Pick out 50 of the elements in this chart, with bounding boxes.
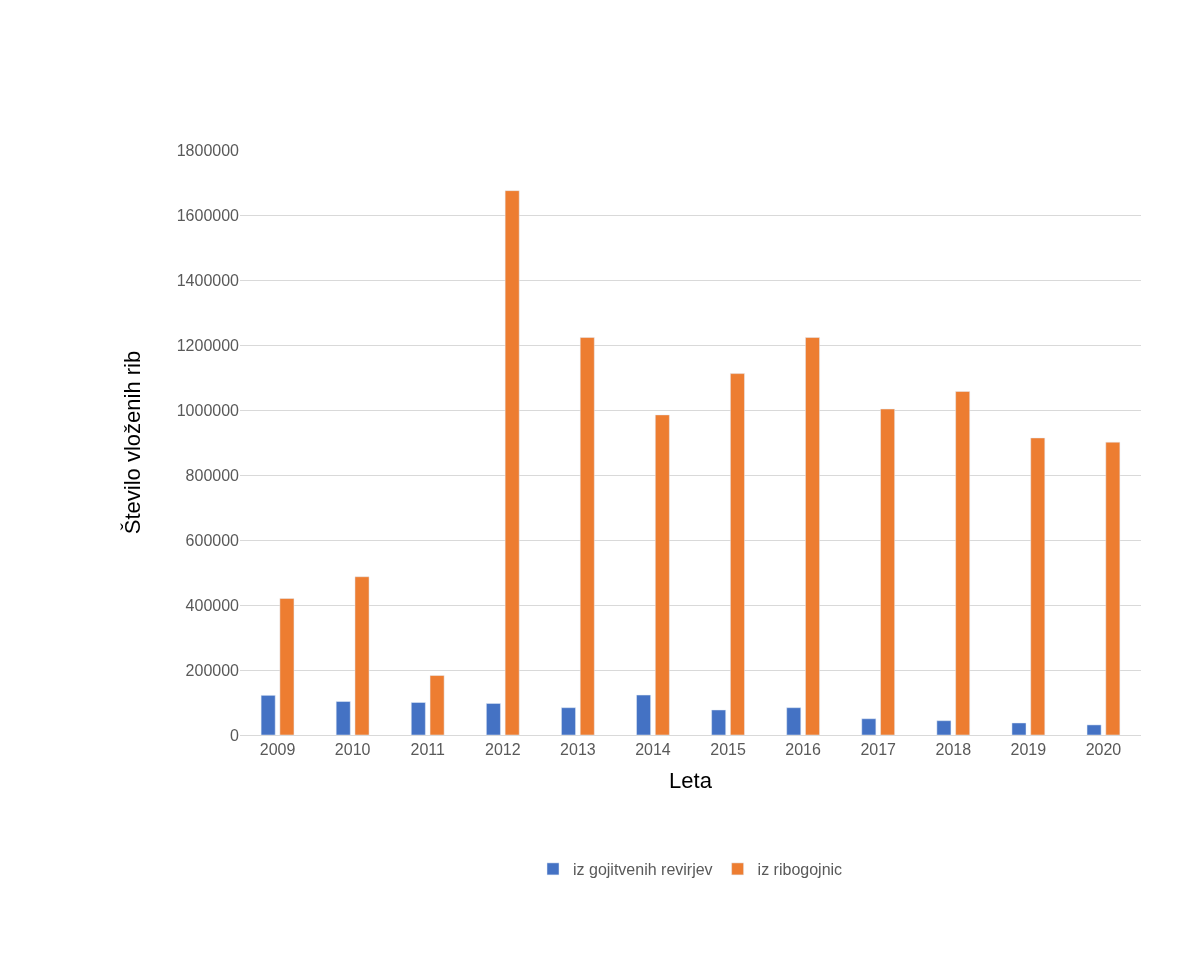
- x-tick-label: 2018: [935, 741, 972, 759]
- x-axis-title: Leta: [669, 768, 713, 794]
- y-tick-label: 1400000: [176, 271, 240, 289]
- y-axis-title: Število vloženih rib: [119, 350, 145, 535]
- y-tick-label: 1200000: [176, 336, 240, 354]
- bar: [636, 694, 651, 735]
- x-tick-label: 2015: [710, 741, 746, 759]
- x-tick-label: 2010: [334, 741, 371, 759]
- x-tick-label: 2020: [1085, 741, 1122, 759]
- y-tick-label: 1800000: [176, 141, 240, 159]
- bar: [411, 702, 426, 735]
- bar: [880, 408, 895, 735]
- legend-label: iz gojitvenih revirjev: [573, 861, 713, 879]
- bar: [335, 701, 351, 735]
- bar: [279, 598, 295, 735]
- x-tick-label: 2011: [410, 741, 446, 759]
- bar: [354, 576, 370, 735]
- bar: [1086, 724, 1102, 735]
- x-tick-label: 2012: [484, 741, 521, 759]
- y-tick-label: 0: [230, 726, 240, 744]
- x-tick-label: 2019: [1010, 741, 1047, 759]
- bar: [486, 703, 501, 735]
- x-tick-label: 2013: [560, 741, 596, 759]
- bar: [955, 391, 970, 735]
- bar: [1030, 437, 1046, 735]
- x-tick-label: 2009: [259, 741, 296, 759]
- bar: [1105, 441, 1121, 735]
- x-tick-label: 2014: [635, 741, 671, 759]
- x-tick-label: 2016: [785, 741, 822, 759]
- bar: [861, 718, 877, 735]
- bar: [786, 707, 802, 735]
- y-tick-label: 1600000: [176, 206, 240, 224]
- y-tick-label: 400000: [185, 596, 240, 614]
- bar: [936, 720, 952, 735]
- y-tick-label: 200000: [185, 661, 240, 679]
- bar: [805, 337, 820, 735]
- x-tick-label: 2017: [860, 741, 897, 759]
- bar: [429, 675, 445, 735]
- y-tick-label: 600000: [185, 531, 240, 549]
- bar: [1011, 722, 1027, 735]
- y-tick-label: 1000000: [176, 401, 240, 419]
- bar: [561, 707, 576, 735]
- bar: [730, 373, 745, 735]
- bar: [260, 695, 276, 735]
- legend-label: iz ribogojnic: [757, 861, 843, 879]
- bar: [504, 190, 520, 735]
- y-tick-label: 800000: [185, 466, 240, 484]
- bar: [655, 414, 670, 735]
- bar: [711, 709, 726, 735]
- bar: [579, 337, 595, 735]
